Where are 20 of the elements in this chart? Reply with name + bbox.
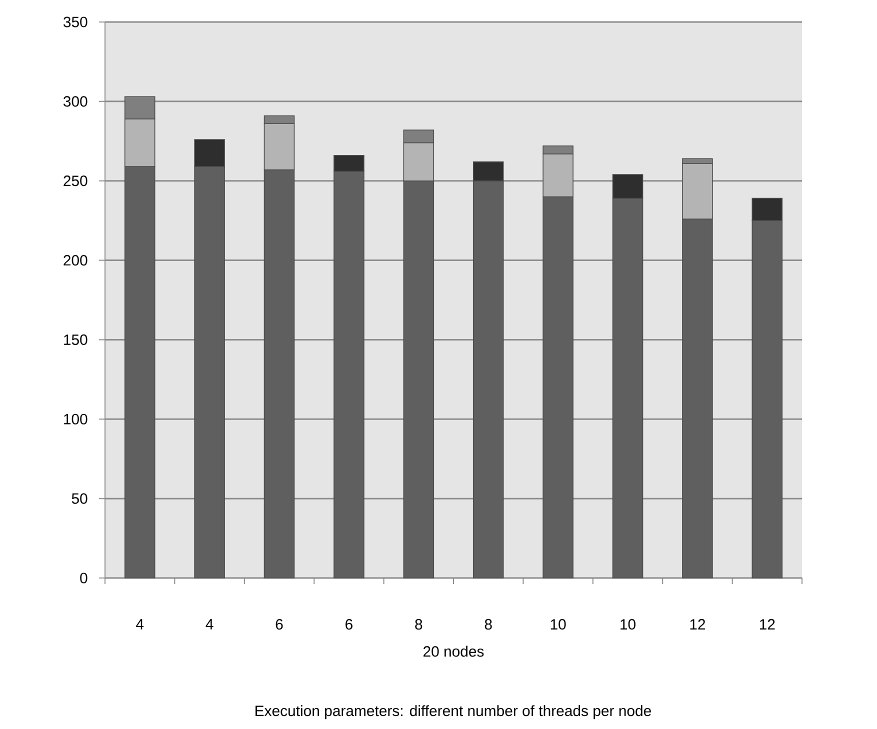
y-tick-label: 150 bbox=[64, 334, 88, 345]
y-tick-label: 200 bbox=[64, 254, 88, 266]
x-tick-label: 12 bbox=[760, 619, 775, 630]
y-tick-label: 350 bbox=[63, 16, 88, 28]
x-axis-title: 20 nodes bbox=[424, 646, 484, 657]
x-tick-label: 10 bbox=[550, 619, 566, 630]
x-tick-label: 8 bbox=[484, 619, 492, 630]
x-tick-label: 4 bbox=[136, 619, 144, 630]
x-tick-label: 4 bbox=[206, 619, 214, 630]
x-tick-label: 6 bbox=[276, 619, 283, 630]
x-tick-label: 8 bbox=[415, 619, 422, 630]
y-tick-label: 300 bbox=[63, 96, 88, 107]
y-tick-label: 100 bbox=[64, 414, 88, 424]
text: Execution parameters: different number of threads per node bbox=[256, 705, 651, 720]
y-tick-label: 50 bbox=[72, 493, 88, 504]
y-tick-label: 250 bbox=[64, 176, 88, 186]
y-tick-label: 0 bbox=[80, 572, 88, 584]
x-tick-label: 10 bbox=[620, 619, 636, 630]
x-tick-label: 6 bbox=[346, 619, 352, 630]
x-tick-label: 12 bbox=[690, 619, 706, 630]
